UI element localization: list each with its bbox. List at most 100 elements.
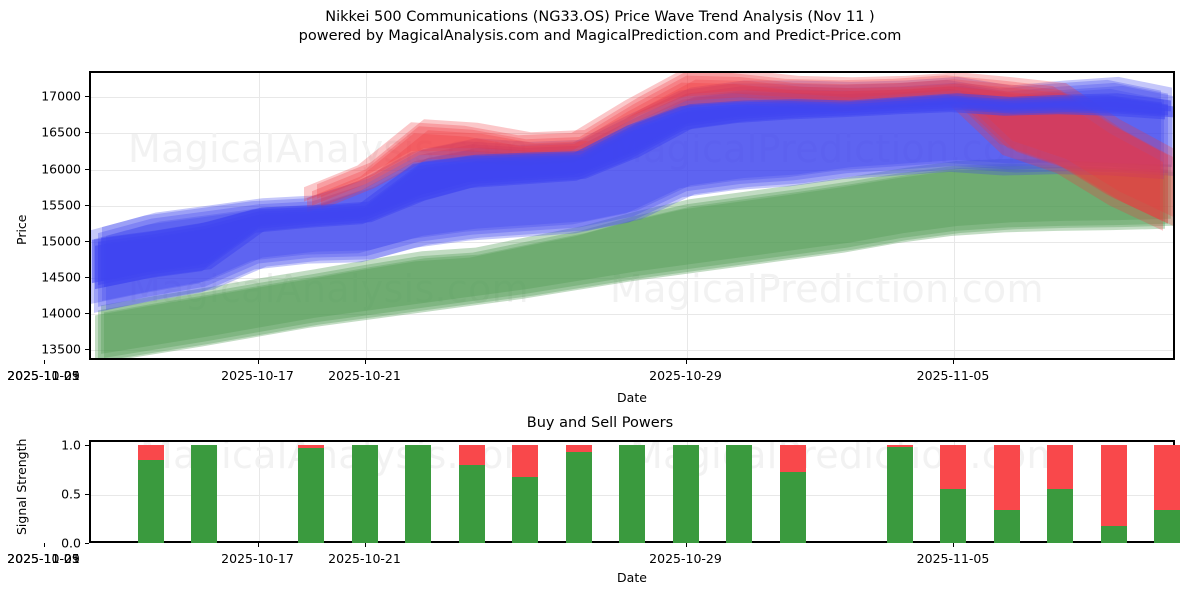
sell-power-bar[interactable] bbox=[458, 444, 485, 465]
price-x-tick-label: 2025-10-17 bbox=[221, 368, 294, 383]
price-gridline bbox=[90, 205, 1174, 207]
signal-x-tick-label: 2025-10-17 bbox=[221, 551, 294, 566]
chart-title-line-2: powered by MagicalAnalysis.com and Magic… bbox=[298, 28, 902, 44]
signal-x-tickmark bbox=[364, 543, 366, 547]
price-x-tick-label: 2025-10-25 bbox=[7, 368, 80, 383]
price-x-tickmark bbox=[43, 360, 45, 364]
buy-power-bar[interactable] bbox=[886, 446, 913, 543]
price-y-tick-label: 13500 bbox=[41, 341, 81, 357]
buy-power-bar[interactable] bbox=[1154, 509, 1180, 543]
signal-x-tick-label: 2025-11-05 bbox=[916, 551, 990, 566]
buy-power-bar[interactable] bbox=[405, 444, 431, 543]
price-vgridline bbox=[686, 72, 688, 359]
price-x-tick-label: 2025-11-05 bbox=[916, 368, 990, 383]
buy-power-bar[interactable] bbox=[1047, 489, 1073, 543]
buy-power-bar[interactable] bbox=[137, 459, 164, 543]
price-y-tick-label: 16000 bbox=[41, 161, 81, 177]
price-y-tickmark bbox=[85, 132, 89, 134]
sell-power-bar[interactable] bbox=[512, 444, 538, 478]
buy-power-bar[interactable] bbox=[565, 451, 592, 543]
red-forecast-band-layer-4 bbox=[304, 72, 1160, 220]
red-forecast-band-layer-1 bbox=[317, 72, 1173, 217]
price-gridline bbox=[90, 314, 1174, 316]
buy-power-bar[interactable] bbox=[298, 447, 324, 543]
buy-power-bar[interactable] bbox=[458, 464, 485, 543]
price-y-tick-label: 15500 bbox=[41, 197, 81, 213]
price-y-tickmark bbox=[85, 313, 89, 315]
signal-strength-axis-label: Signal Strength bbox=[14, 438, 29, 535]
sell-power-bar[interactable] bbox=[298, 444, 324, 448]
price-x-tick-label: 2025-10-21 bbox=[328, 368, 401, 383]
price-y-tickmark bbox=[85, 240, 89, 242]
signal-x-tickmark bbox=[953, 543, 954, 547]
price-x-tick-label: 2025-11-09 bbox=[7, 368, 80, 383]
signal-x-tick-label: 2025-11-01 bbox=[7, 551, 80, 566]
signal-x-tickmark bbox=[257, 543, 259, 547]
price-gridline bbox=[90, 97, 1174, 99]
buy-power-bar[interactable] bbox=[993, 509, 1020, 543]
buy-power-bar[interactable] bbox=[351, 444, 378, 543]
price-x-tickmark bbox=[364, 360, 366, 364]
green-forecast-band-layer-1 bbox=[101, 158, 1171, 354]
buy-power-bar[interactable] bbox=[940, 489, 966, 543]
signal-y-tickmark bbox=[85, 543, 89, 544]
buy-power-bar[interactable] bbox=[726, 444, 752, 543]
sell-power-bar[interactable] bbox=[137, 444, 164, 460]
chart-title-block: Nikkei 500 Communications (NG33.OS) Pric… bbox=[0, 8, 1200, 46]
price-y-tick-label: 14500 bbox=[41, 269, 81, 285]
blue-outer-band-layer-1 bbox=[102, 76, 1172, 301]
chart-title-line-1: Nikkei 500 Communications (NG33.OS) Pric… bbox=[325, 9, 875, 25]
sell-power-bar[interactable] bbox=[886, 444, 913, 447]
sell-power-bar[interactable] bbox=[993, 444, 1020, 510]
buy-power-bar[interactable] bbox=[191, 444, 217, 543]
green-forecast-band-layer-0 bbox=[98, 163, 1168, 359]
red-forecast-band-layer-0 bbox=[312, 75, 1168, 224]
blue-outer-band-layer-3 bbox=[106, 85, 1174, 310]
price-x-tick-label: 2025-11-01 bbox=[7, 368, 80, 383]
buy-power-bar[interactable] bbox=[672, 444, 699, 543]
price-x-tickmark bbox=[953, 360, 954, 364]
price-vgridline bbox=[954, 72, 955, 359]
price-gridline bbox=[90, 169, 1174, 171]
signal-x-tickmark bbox=[43, 543, 45, 547]
price-x-tickmark bbox=[257, 360, 259, 364]
price-y-tick-label: 15000 bbox=[41, 233, 81, 249]
signal-y-tick-label: 1.0 bbox=[61, 437, 81, 453]
signal-x-tick-label: 2025-10-25 bbox=[7, 551, 80, 566]
blue-outer-band-layer-4 bbox=[91, 79, 1161, 304]
price-axis-label: Price bbox=[14, 214, 29, 246]
price-y-tickmark bbox=[85, 168, 89, 170]
red-forecast-band-layer-3 bbox=[321, 79, 1174, 227]
signal-x-tick-label: 2025-10-29 bbox=[649, 551, 722, 566]
price-gridline bbox=[90, 350, 1174, 352]
sell-power-bar[interactable] bbox=[940, 444, 966, 490]
sell-power-bar[interactable] bbox=[779, 444, 806, 473]
sell-power-bar[interactable] bbox=[1100, 444, 1127, 527]
sell-power-bar[interactable] bbox=[1047, 444, 1073, 490]
signal-y-tick-label: 0.5 bbox=[61, 486, 81, 502]
price-y-tick-label: 14000 bbox=[41, 305, 81, 321]
sell-power-bar[interactable] bbox=[1154, 444, 1180, 510]
blue-core-band-layer-4 bbox=[92, 95, 1162, 284]
price-date-axis-label: Date bbox=[617, 390, 647, 405]
price-gridline bbox=[90, 241, 1174, 243]
price-y-tickmark bbox=[85, 276, 89, 278]
buy-power-bar[interactable] bbox=[1100, 526, 1127, 543]
price-y-tickmark bbox=[85, 204, 89, 206]
price-chart-panel: MagicalAnalysis.com MagicalPrediction.com… bbox=[89, 71, 1175, 360]
price-y-tickmark bbox=[85, 96, 89, 98]
price-y-tick-label: 17000 bbox=[41, 88, 81, 104]
signal-y-tickmark bbox=[85, 493, 89, 495]
buy-sell-subplot-title: Buy and Sell Powers bbox=[526, 415, 674, 431]
sell-power-bar[interactable] bbox=[565, 444, 592, 452]
signal-y-tick-label: 0.0 bbox=[61, 535, 81, 551]
price-band-layer bbox=[91, 72, 1174, 359]
blue-outer-band-layer-0 bbox=[98, 82, 1168, 307]
buy-power-bar[interactable] bbox=[619, 444, 645, 543]
price-gridline bbox=[90, 277, 1174, 279]
buy-sell-date-axis-label: Date bbox=[617, 570, 647, 585]
buy-power-bar[interactable] bbox=[512, 477, 538, 543]
buy-power-bar[interactable] bbox=[779, 472, 806, 543]
signal-y-tickmark bbox=[85, 444, 89, 446]
